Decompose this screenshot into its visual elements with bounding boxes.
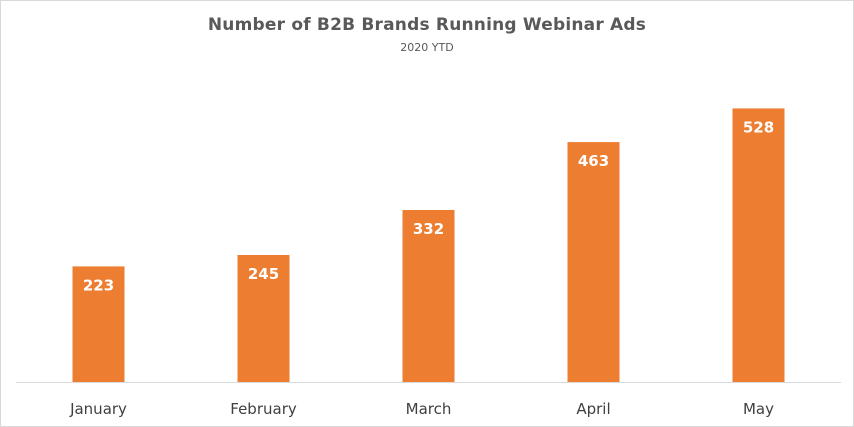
x-tick-label-april: April	[576, 400, 610, 418]
data-label-february: 245	[248, 265, 279, 283]
x-tick-label-february: February	[230, 400, 297, 418]
chart-title: Number of B2B Brands Running Webinar Ads	[207, 15, 647, 35]
data-label-march: 332	[413, 220, 444, 238]
x-tick-label-january: January	[69, 400, 127, 418]
data-label-january: 223	[83, 276, 114, 294]
bar-may	[732, 108, 785, 383]
x-tick-label-march: March	[406, 400, 452, 418]
bar-february	[237, 255, 290, 382]
bar-april	[567, 142, 620, 382]
data-label-april: 463	[578, 152, 609, 170]
data-label-may: 528	[743, 118, 774, 136]
bar-january	[72, 266, 125, 382]
x-tick-label-may: May	[743, 400, 774, 418]
bar-march	[402, 210, 455, 382]
chart-subtitle: 2020 YTD	[400, 41, 454, 54]
